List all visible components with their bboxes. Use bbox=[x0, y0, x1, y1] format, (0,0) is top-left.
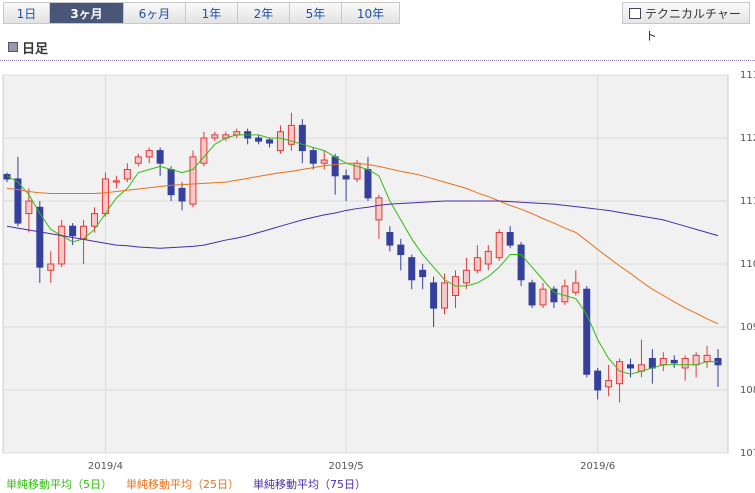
candle-body bbox=[495, 232, 503, 259]
candle-body bbox=[47, 263, 55, 271]
tab[interactable]: 3ヶ月 bbox=[50, 2, 124, 24]
candle-body bbox=[58, 225, 66, 265]
candle-body bbox=[331, 156, 339, 177]
candle-body bbox=[648, 358, 656, 369]
chart-title: 日足 bbox=[22, 42, 49, 57]
candle-body bbox=[309, 150, 317, 164]
candle-body bbox=[506, 232, 514, 246]
candle-body bbox=[583, 288, 591, 375]
legend: 単純移動平均（5日） 単純移動平均（25日） 単純移動平均（75日） bbox=[6, 477, 366, 491]
candle-body bbox=[430, 282, 438, 309]
candle-body bbox=[320, 159, 328, 164]
y-tick-label: 108 bbox=[740, 385, 755, 396]
candle-body bbox=[484, 250, 492, 265]
candle-body bbox=[69, 225, 77, 237]
y-tick-label: 111 bbox=[740, 196, 755, 207]
candle-body bbox=[605, 380, 613, 388]
candle-body bbox=[703, 354, 711, 363]
legend-label: 単純移動平均（75日） bbox=[253, 477, 366, 491]
ma-line bbox=[6, 134, 718, 375]
candle-body bbox=[473, 257, 481, 271]
candle-body bbox=[626, 364, 634, 369]
candle-body bbox=[112, 180, 120, 183]
x-tick-label: 2019/5 bbox=[328, 461, 363, 472]
tab[interactable]: 10年 bbox=[342, 2, 400, 24]
candle-body bbox=[692, 354, 700, 366]
divider bbox=[0, 60, 755, 61]
y-tick-label: 113 bbox=[740, 70, 755, 81]
candle-body bbox=[408, 257, 416, 281]
candle-body bbox=[167, 169, 175, 196]
candle-body bbox=[659, 358, 667, 366]
candle-body bbox=[419, 269, 427, 278]
candle-body bbox=[298, 124, 306, 152]
candle-body bbox=[178, 187, 186, 202]
candle-body bbox=[441, 282, 449, 309]
tab[interactable]: 5年 bbox=[290, 2, 342, 24]
tab[interactable]: 6ヶ月 bbox=[124, 2, 186, 24]
legend-label: 単純移動平均（25日） bbox=[126, 477, 239, 491]
tab[interactable]: 1年 bbox=[186, 2, 238, 24]
candle-body bbox=[561, 285, 569, 303]
y-tick-label: 109 bbox=[740, 322, 755, 333]
candle-body bbox=[101, 178, 109, 215]
x-tick-label: 2019/6 bbox=[580, 461, 615, 472]
candle-body bbox=[156, 150, 164, 164]
candle-body bbox=[145, 150, 153, 158]
candle-body bbox=[616, 361, 624, 385]
chart-heading: 日足 bbox=[8, 38, 48, 57]
candle-body bbox=[517, 244, 525, 281]
candle-body bbox=[342, 175, 350, 180]
candle-body bbox=[123, 169, 131, 180]
ma-line bbox=[6, 162, 719, 325]
candle-body bbox=[375, 197, 383, 221]
candle-body bbox=[462, 269, 470, 284]
ma-line bbox=[6, 200, 719, 249]
candle-body bbox=[681, 358, 689, 369]
candle-body bbox=[287, 124, 295, 145]
y-tick-label: 110 bbox=[740, 259, 755, 270]
candle-body bbox=[528, 282, 536, 306]
candle-body bbox=[134, 156, 142, 164]
candle-body bbox=[189, 156, 197, 205]
legend-label: 単純移動平均（5日） bbox=[6, 477, 112, 491]
y-tick-label: 107 bbox=[740, 448, 755, 459]
candle-body bbox=[211, 134, 219, 139]
technical-chart-button[interactable]: テクニカルチャート bbox=[622, 2, 750, 43]
candle-body bbox=[572, 282, 580, 293]
candle-body bbox=[91, 213, 99, 227]
y-tick-label: 112 bbox=[740, 133, 755, 144]
candle-body bbox=[550, 288, 558, 303]
candle-body bbox=[276, 131, 284, 152]
candle-body bbox=[670, 359, 678, 364]
button-label: テクニカルチャート bbox=[645, 7, 741, 43]
candle-body bbox=[594, 370, 602, 391]
x-tick-label: 2019/4 bbox=[88, 461, 123, 472]
tab[interactable]: 2年 bbox=[238, 2, 290, 24]
button-icon bbox=[629, 8, 641, 19]
tab[interactable]: 1日 bbox=[3, 2, 50, 24]
candle-body bbox=[3, 174, 11, 180]
candle-body bbox=[397, 244, 405, 256]
candle-body bbox=[255, 137, 263, 142]
candle-body bbox=[25, 200, 33, 215]
candle-body bbox=[539, 288, 547, 306]
candle-body bbox=[14, 178, 22, 224]
heading-icon bbox=[8, 42, 18, 52]
candle-body bbox=[386, 232, 394, 246]
candle-body bbox=[364, 169, 372, 199]
range-tabs: 1日 3ヶ月 6ヶ月 1年 2年 5年 10年 bbox=[3, 2, 400, 24]
candle-body bbox=[200, 137, 208, 164]
candle-body bbox=[36, 206, 44, 268]
candle-body bbox=[266, 139, 274, 144]
